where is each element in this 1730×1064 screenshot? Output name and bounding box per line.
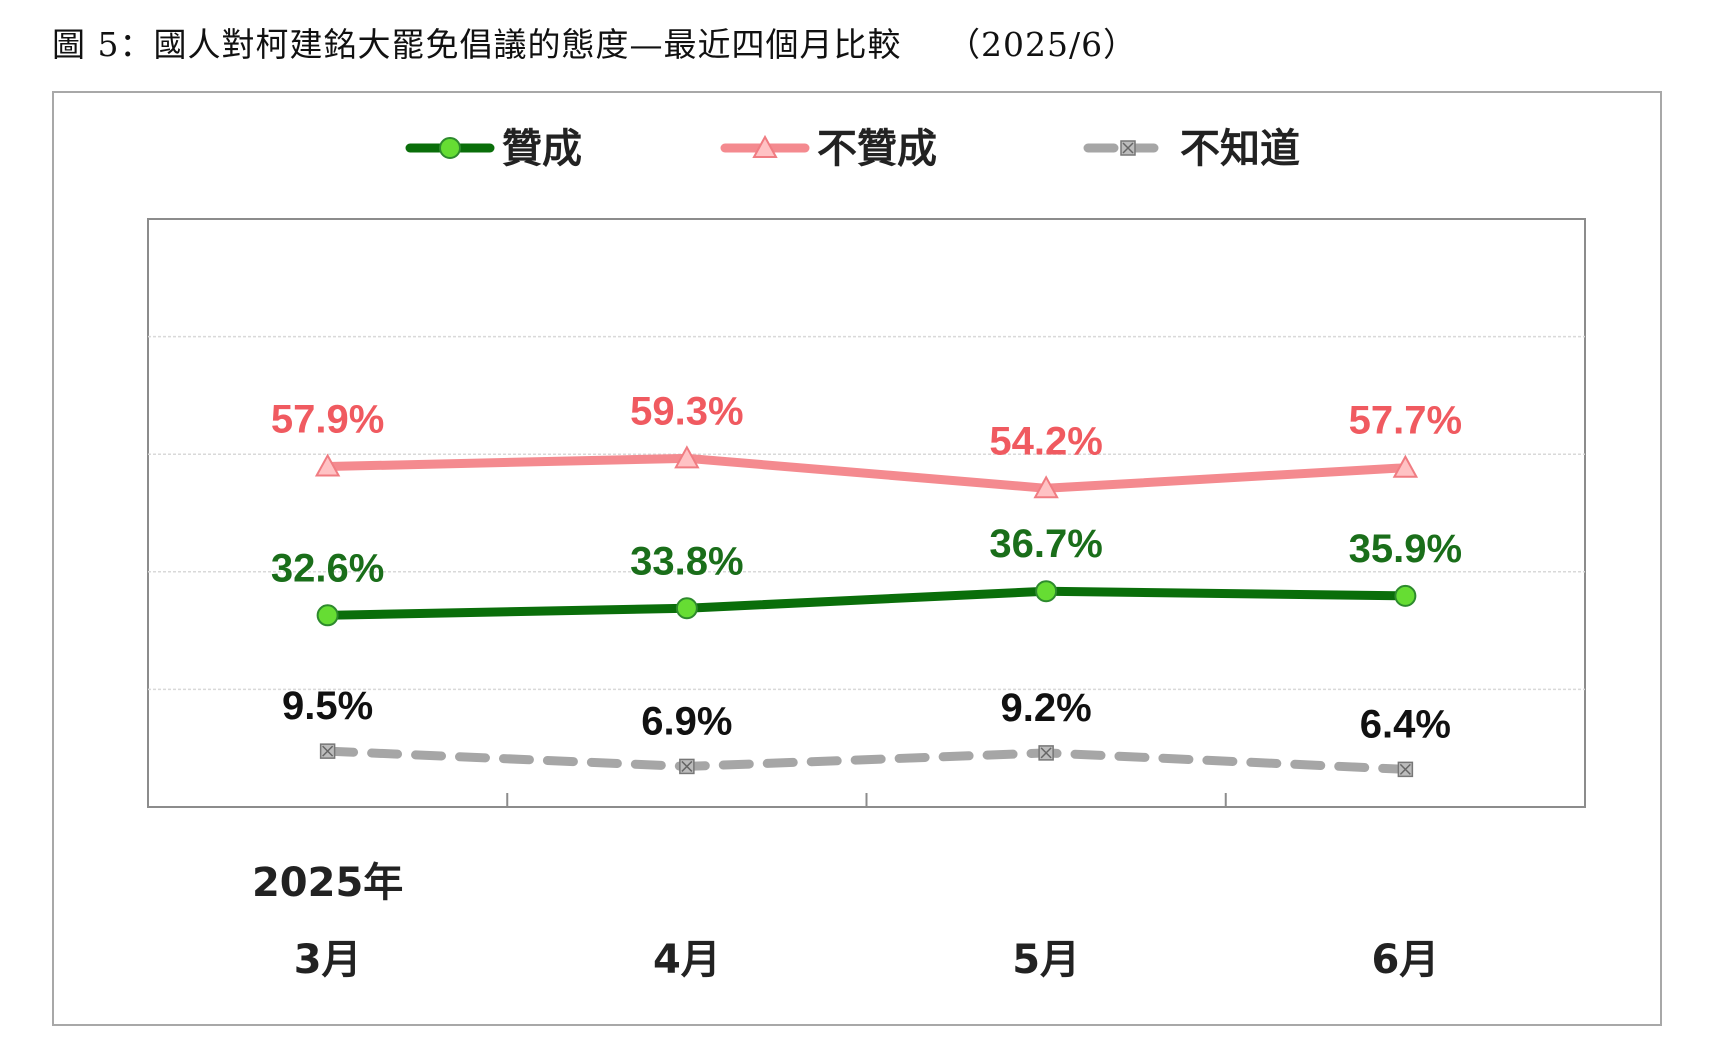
data-label: 35.9% (1349, 527, 1462, 571)
series-line-0 (323, 586, 1410, 620)
chart-frame (52, 91, 1662, 1026)
series-line-2 (323, 746, 1410, 774)
data-labels: 32.6% 33.8% 36.7% 35.9% 57.9% 59.3% 54.2% 57.7%… (271, 389, 1462, 746)
data-point (1038, 745, 1054, 761)
data-point (314, 453, 341, 477)
figure-title: 圖 5：國人對柯建銘大罷免倡議的態度—最近四個月比較 （2025/6） (52, 25, 1138, 64)
data-point (439, 137, 461, 159)
data-point (674, 445, 700, 469)
data-point (1392, 454, 1419, 478)
legend: 贊成 不贊成 不知道 (405, 126, 1300, 172)
series-line-1 (323, 453, 1410, 493)
data-label: 59.3% (630, 389, 743, 433)
legend-item-2: 不知道 (1083, 126, 1300, 172)
data-point (316, 604, 339, 627)
series-group (314, 445, 1419, 778)
data-point-cross (1040, 747, 1052, 759)
legend-label: 贊成 (502, 126, 582, 172)
x-tick-label: 3月 (294, 937, 362, 983)
data-point (752, 134, 778, 158)
x-tick-label: 6月 (1371, 937, 1439, 983)
x-tick-label: 5月 (1012, 937, 1080, 983)
data-label: 6.4% (1360, 702, 1451, 746)
data-point-cross (1399, 763, 1411, 775)
data-label: 57.9% (271, 398, 384, 442)
data-point (679, 758, 695, 775)
legend-item-1: 不贊成 (720, 126, 937, 172)
x-axis-labels: 3月 4月 5月 6月 2025年 (252, 860, 1439, 983)
legend-label: 不贊成 (817, 126, 937, 172)
data-label: 9.2% (1001, 686, 1092, 730)
data-label: 33.8% (630, 539, 743, 583)
data-point (1394, 584, 1417, 607)
x-axis-ticks (506, 793, 1227, 807)
data-point-cross (681, 760, 693, 772)
data-label: 54.2% (989, 419, 1102, 463)
x-tick-label: 4月 (653, 937, 721, 983)
data-point (1035, 580, 1058, 603)
data-point-cross (322, 745, 334, 757)
data-label: 57.7% (1349, 399, 1462, 443)
year-label: 2025年 (252, 860, 403, 906)
data-point (1033, 475, 1059, 499)
data-point-cross (1122, 142, 1134, 154)
data-point (1120, 140, 1136, 156)
legend-label: 不知道 (1180, 126, 1300, 172)
gridlines (148, 335, 1585, 691)
data-point (319, 743, 336, 759)
data-point (1397, 761, 1414, 778)
data-point (675, 597, 698, 620)
data-label: 32.6% (271, 546, 384, 590)
legend-item-0: 贊成 (405, 126, 582, 172)
data-label: 36.7% (989, 522, 1102, 566)
data-label: 9.5% (282, 684, 373, 728)
data-label: 6.9% (641, 699, 732, 743)
